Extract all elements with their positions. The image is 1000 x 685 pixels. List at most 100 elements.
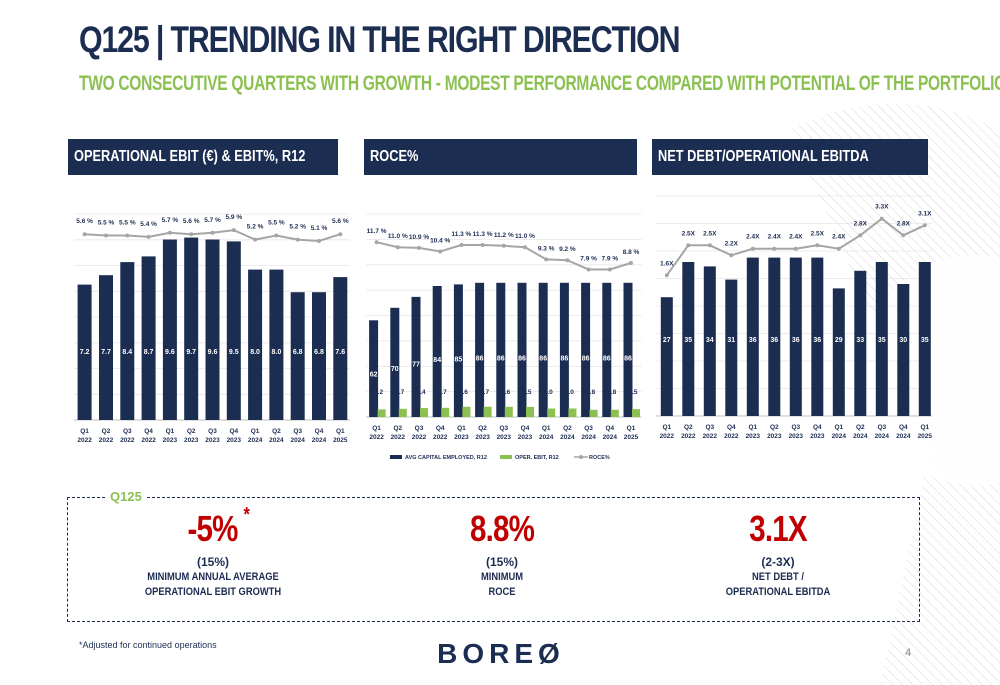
bar <box>432 286 442 417</box>
line-value-label: 2.5X <box>703 230 717 237</box>
line-value-label: 2.2X <box>725 240 739 247</box>
kpi-value-text: 3.1X <box>749 508 807 549</box>
bar-value-label: 7.6 <box>335 349 345 356</box>
bar <box>390 307 400 417</box>
bar <box>462 406 471 417</box>
x-tick-label-quarter: Q2 <box>478 425 487 432</box>
x-tick-label-year: 2024 <box>603 434 618 441</box>
kpi-value-text: 8.8% <box>469 508 535 549</box>
bar <box>475 282 485 417</box>
line-value-label: 10.4 % <box>430 238 450 245</box>
line-point <box>858 233 863 238</box>
x-tick-label-year: 2023 <box>184 437 199 444</box>
bar <box>226 241 241 420</box>
x-tick-label-quarter: Q4 <box>521 425 530 432</box>
bar <box>725 279 738 416</box>
bar <box>854 270 867 416</box>
x-tick-label-quarter: Q4 <box>229 428 238 435</box>
footnote: *Adjusted for continued operations <box>79 640 217 650</box>
bar-value-label: 30 <box>899 337 907 344</box>
x-tick-label-quarter: Q3 <box>293 428 302 435</box>
x-tick-label-year: 2022 <box>369 434 384 441</box>
line-value-label: 11.3 % <box>473 231 493 238</box>
x-tick-label-year: 2024 <box>853 433 868 440</box>
bar <box>547 408 556 417</box>
x-tick-label-quarter: Q3 <box>415 425 424 432</box>
line-value-label: 11.7 % <box>367 228 387 235</box>
x-tick-label-quarter: Q1 <box>251 428 260 435</box>
x-tick-label-year: 2024 <box>832 433 847 440</box>
bar <box>918 262 931 416</box>
line-value-label: 2.4X <box>768 234 782 241</box>
x-tick-label-year: 2023 <box>227 437 242 444</box>
bar-value-label: 7.7 <box>395 389 404 396</box>
bar <box>184 237 199 420</box>
bar <box>420 408 428 417</box>
line-value-label: 11.0 % <box>515 233 535 240</box>
bar <box>623 282 633 417</box>
bar-value-label: 9.5 <box>522 389 531 396</box>
bar <box>496 282 506 417</box>
bar-value-label: 6.8 <box>314 349 324 356</box>
x-tick-label-year: 2023 <box>746 433 761 440</box>
line-value-label: 5.6 % <box>332 218 349 225</box>
kpi-label: MINIMUM ROCE <box>480 571 524 598</box>
ebit-chart: 7.2 7.7 8.4 8.7 9.6 9.7 9.6 9.5 8.0 8.0 6.8 6.8 7.6 5… <box>74 213 350 444</box>
x-tick-label-year: 2024 <box>560 434 575 441</box>
bar <box>77 284 92 420</box>
line-value-label: 2.8X <box>897 220 911 227</box>
bar-value-label: 35 <box>921 337 929 344</box>
legend-label: AVG CAPITAL EMPLOYED, R12 <box>405 455 487 461</box>
bar-value-label: 9.6 <box>165 349 175 356</box>
legend-swatch <box>390 455 402 459</box>
line-point <box>146 234 151 239</box>
x-tick-label-quarter: Q1 <box>457 425 466 432</box>
kpi-roce: 8.8% (15%) MINIMUM ROCE <box>382 509 622 600</box>
line-point <box>607 267 612 272</box>
bar-value-label: 86 <box>603 356 611 363</box>
x-tick-label-quarter: Q2 <box>684 424 693 431</box>
bar-value-label: 8.4 <box>416 389 425 396</box>
x-tick-label-quarter: Q1 <box>662 424 671 431</box>
line-value-label: 7.9 % <box>601 256 618 263</box>
panel-heading-net-debt-text: NET DEBT/OPERATIONAL EBITDA <box>658 148 869 165</box>
x-tick-label-quarter: Q1 <box>627 425 636 432</box>
x-tick-label-quarter: Q2 <box>187 428 196 435</box>
bar-value-label: 31 <box>727 337 735 344</box>
bar-value-label: 86 <box>497 356 505 363</box>
bar <box>746 257 759 416</box>
bar-value-label: 35 <box>878 337 886 344</box>
x-tick-label-year: 2024 <box>539 434 554 441</box>
bar <box>162 239 177 420</box>
bar-value-label: 62 <box>370 371 378 378</box>
x-tick-label-quarter: Q4 <box>605 425 614 432</box>
kpi-value: 3.1X <box>749 508 807 549</box>
bar-value-label: 9.7 <box>480 389 489 396</box>
legend-marker <box>579 455 583 459</box>
kpi-value-text: -5% <box>187 508 239 549</box>
net-debt-chart: 27 35 34 31 36 36 36 36 29 33 35 30 35 1.6X 2.5X 2.5X 2.… <box>656 195 932 440</box>
line-point <box>879 216 884 221</box>
bar <box>602 282 612 417</box>
bar <box>703 266 716 416</box>
line-value-label: 5.5 % <box>119 220 136 227</box>
bar <box>248 269 263 420</box>
x-tick-label-quarter: Q1 <box>80 428 89 435</box>
bar-value-label: 6.8 <box>586 389 595 396</box>
x-tick-label-quarter: Q2 <box>272 428 281 435</box>
line-point <box>438 249 443 254</box>
legend-label: ROCE% <box>589 455 610 461</box>
line-point <box>480 243 485 247</box>
bar <box>398 408 407 417</box>
bar <box>453 284 463 417</box>
legend-swatch <box>500 455 512 459</box>
bar-value-label: 8.4 <box>122 349 132 356</box>
bar <box>141 256 156 420</box>
bar <box>269 269 284 420</box>
x-tick-label-quarter: Q4 <box>144 428 153 435</box>
x-tick-label-quarter: Q3 <box>123 428 132 435</box>
panel-heading-ebit-text: OPERATIONAL EBIT (€) & EBIT%, R12 <box>74 148 306 165</box>
x-tick-label-year: 2024 <box>896 433 911 440</box>
line-point <box>793 246 798 251</box>
x-tick-label-quarter: Q1 <box>166 428 175 435</box>
